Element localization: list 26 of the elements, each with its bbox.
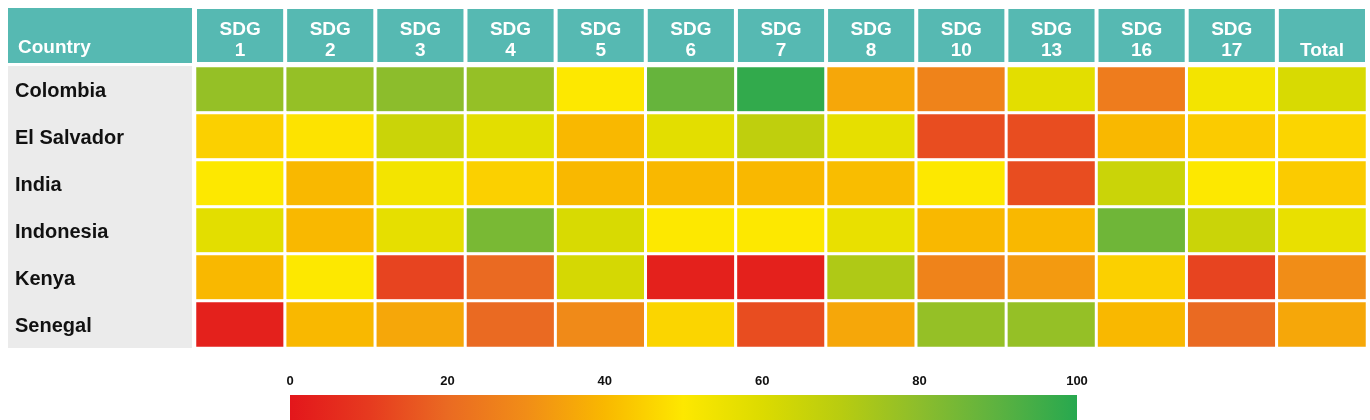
y-tick-label: Kenya: [15, 266, 76, 289]
x-tick-label: SDG 16: [1121, 18, 1163, 60]
x-tick-label: SDG 8: [850, 18, 892, 60]
color-bar-label: 20: [440, 373, 455, 388]
x-tick-label: SDG 1: [219, 18, 261, 60]
y-tick-label: Indonesia: [15, 219, 110, 242]
x-tick-label: SDG 3: [399, 18, 441, 60]
y-tick-label: El Salvador: [15, 125, 125, 148]
y-axis-title: Country: [18, 36, 92, 57]
color-bar-label: 40: [597, 373, 613, 388]
x-tick-label: SDG 5: [580, 18, 622, 60]
x-tick-label: SDG 17: [1211, 18, 1253, 60]
x-tick-label: Total: [1299, 39, 1344, 60]
y-tick-label: Colombia: [15, 78, 107, 101]
x-tick-label: SDG 13: [1030, 18, 1073, 60]
y-tick-label: India: [15, 172, 63, 195]
x-tick-label: SDG 7: [760, 18, 802, 60]
color-bar-label: 100: [1066, 373, 1088, 388]
x-tick-label: SDG 2: [309, 18, 351, 60]
x-tick-label: SDG 6: [670, 18, 712, 60]
color-bar-label: 60: [754, 373, 770, 388]
x-tick-label: SDG 4: [489, 18, 532, 60]
y-tick-label: Senegal: [15, 313, 92, 336]
color-bar-label: 80: [912, 373, 927, 388]
x-tick-label: SDG 10: [940, 18, 982, 60]
color-bar-label: 0: [286, 373, 294, 388]
